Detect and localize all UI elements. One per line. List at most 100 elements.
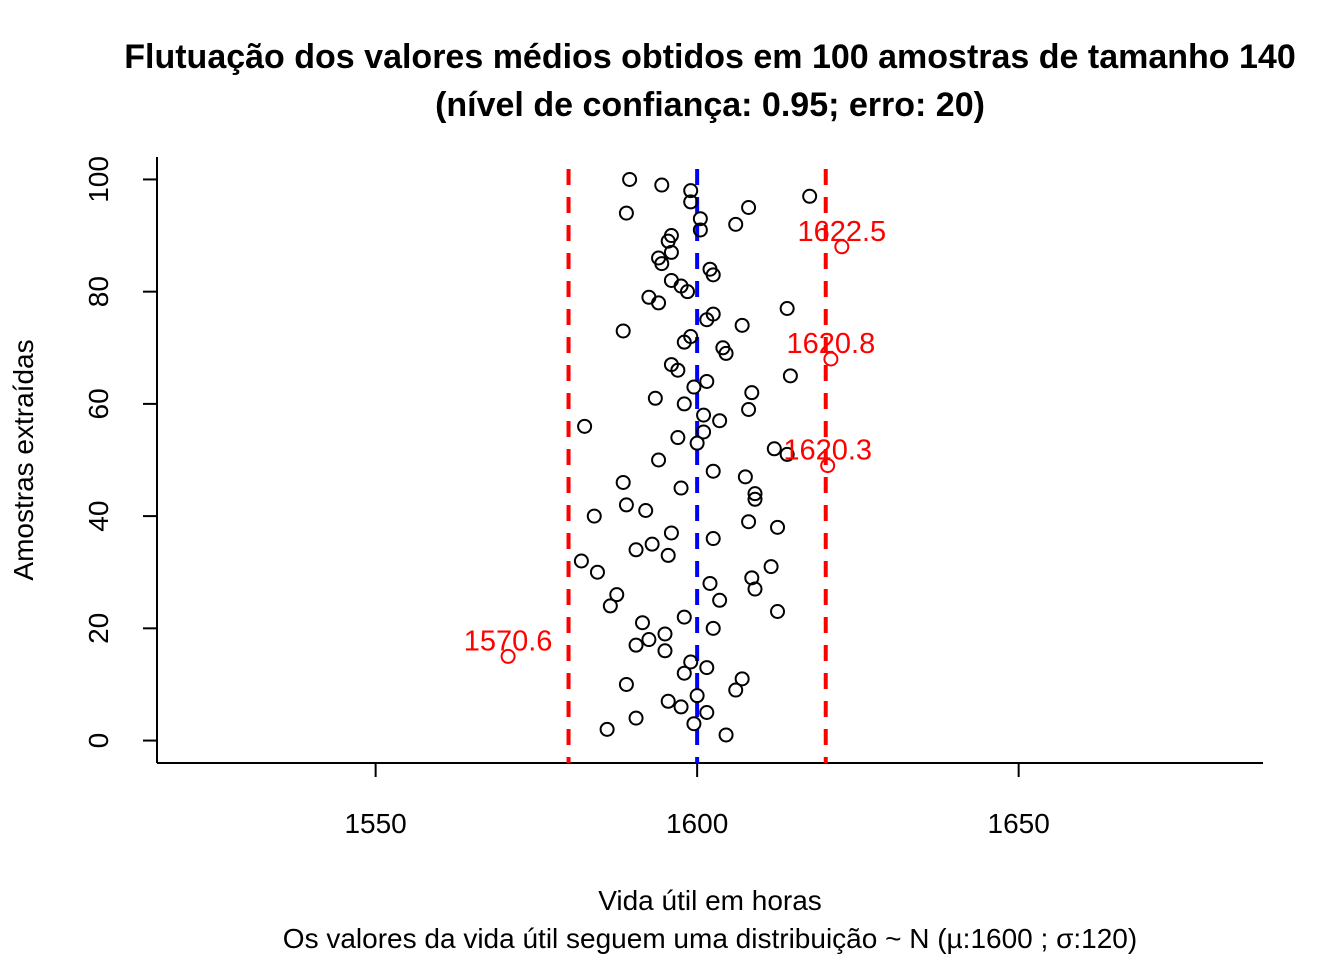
data-point [609,587,625,603]
data-point [715,340,731,356]
y-axis-label: Amostras extraídas [8,339,39,580]
y-tick-label: 60 [83,388,114,419]
data-point [770,519,786,535]
data-point [718,727,734,743]
data-point [692,222,708,238]
data-point [699,660,715,676]
data-point [663,525,679,541]
data-point [686,379,702,395]
data-point [712,413,728,429]
data-point [683,654,699,670]
outlier-label: 1620.8 [787,328,876,360]
y-tick-label: 20 [83,613,114,644]
data-point [628,637,644,653]
data-point [651,295,667,311]
data-point [589,564,605,580]
data-point [618,497,634,513]
data-point [734,317,750,333]
data-point [573,553,589,569]
data-point [689,435,705,451]
outlier-point [834,239,850,255]
data-point [618,676,634,692]
data-point [670,430,686,446]
data-point [663,357,679,373]
data-point [660,693,676,709]
data-point [696,407,712,423]
data-point [741,514,757,530]
data-point [741,402,757,417]
data-points [573,171,818,743]
data-point [683,329,699,345]
data-point [673,480,689,496]
outlier-points: 1570.6 1620.3 1620.8 1622.5 [464,216,886,664]
outlier-point [820,458,836,474]
data-point [644,536,660,552]
data-point [654,177,670,193]
data-point [615,474,631,490]
data-point [705,306,721,322]
data-point [779,446,795,462]
data-point [663,272,679,288]
data-point [744,570,760,586]
chart-title: Flutuação dos valores médios obtidos em … [124,38,1296,76]
data-point [599,721,615,737]
data-point [689,688,705,704]
data-point [734,671,750,687]
data-point [657,643,673,659]
data-point [747,486,763,502]
x-axis-sublabel: Os valores da vida útil seguem uma distr… [283,923,1137,954]
data-point [676,609,692,625]
data-point [705,463,721,479]
y-tick-label: 40 [83,501,114,532]
y-tick-label: 100 [83,156,114,203]
x-tick-label: 1600 [666,808,728,839]
data-point [651,250,667,266]
outlier-label: 1620.3 [783,435,872,467]
data-point [657,626,673,642]
x-axis-label: Vida útil em horas [598,885,822,916]
data-point [660,547,676,563]
data-point [699,705,715,720]
data-point [747,491,763,507]
data-point [602,598,618,614]
data-point [702,261,718,277]
data-point [696,424,712,440]
data-point [628,542,644,558]
data-point [676,396,692,412]
data-point [705,531,721,547]
outlier-point [823,351,839,367]
outlier-label: 1570.6 [464,625,553,657]
data-point [779,301,795,316]
data-point [638,503,654,518]
data-point [770,604,786,619]
data-point [744,385,760,401]
data-point [712,592,728,608]
outlier-point [500,648,516,664]
data-point [615,323,631,339]
data-point [766,441,782,457]
data-point [683,194,699,210]
x-tick-label: 1650 [988,808,1050,839]
outlier-label: 1622.5 [797,216,886,248]
data-point [577,418,593,434]
data-point [647,390,663,406]
data-point [728,682,744,698]
data-point [763,559,779,575]
data-point [651,452,667,468]
data-point [692,211,708,227]
reference-lines [566,169,828,763]
data-point [699,373,715,389]
data-point [622,171,638,187]
data-point [663,228,679,244]
data-point [741,200,757,215]
data-point [641,632,657,648]
y-tick-label: 0 [83,733,114,749]
data-point [802,188,818,204]
data-point [686,716,702,732]
chart-subtitle: (nível de confiança: 0.95; erro: 20) [435,86,985,124]
x-tick-label: 1550 [344,808,406,839]
data-point [628,710,644,726]
data-point [618,205,634,221]
data-point [702,575,718,591]
data-point [683,183,699,199]
